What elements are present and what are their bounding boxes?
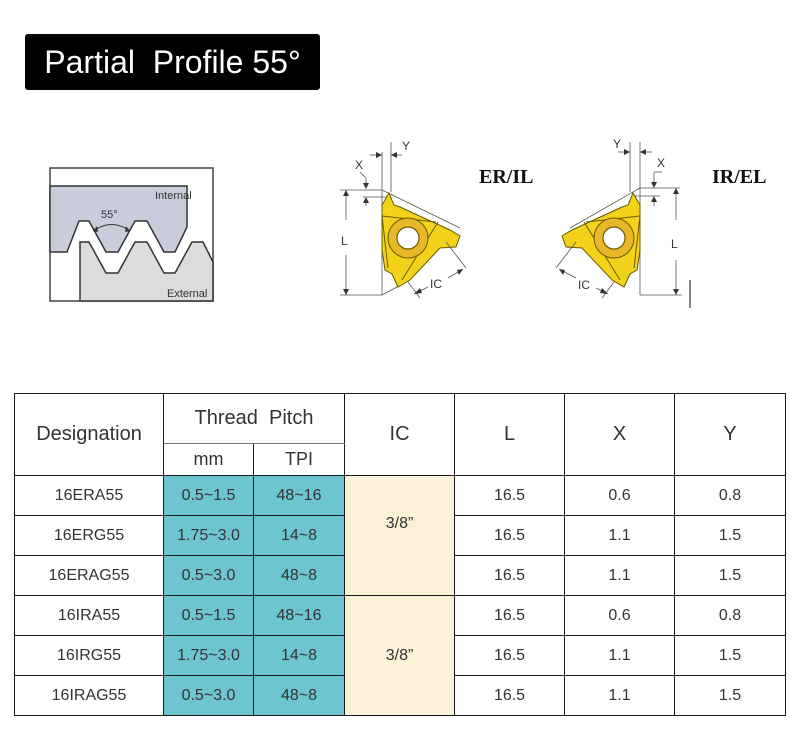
designation-cell: 16IRA55 [14, 595, 164, 636]
designation-cell: 16ERAG55 [14, 555, 164, 596]
x-cell: 1.1 [564, 675, 676, 716]
l-cell: 16.5 [454, 635, 566, 676]
y-cell: 1.5 [674, 635, 787, 676]
l-cell: 16.5 [454, 475, 566, 516]
y-dim-label: Y [613, 137, 621, 151]
y-cell: 1.5 [674, 515, 787, 556]
external-thread-shape [79, 241, 214, 302]
internal-thread-shape [49, 185, 188, 253]
y-cell: 0.8 [674, 595, 787, 636]
mm-cell: 0.5~3.0 [163, 675, 254, 716]
tpi-cell: 14~8 [252, 635, 346, 676]
x-cell: 0.6 [564, 475, 676, 516]
header-thread-pitch: Thread Pitch [162, 393, 346, 444]
y-cell: 1.5 [674, 555, 787, 596]
x-cell: 1.1 [564, 555, 676, 596]
ic-dim-label: IC [578, 278, 590, 292]
x-cell: 1.1 [564, 515, 676, 556]
l-cell: 16.5 [454, 675, 566, 716]
spec-table: Designation Thread Pitch IC L X Y mm TPI… [14, 393, 787, 716]
table-row: 16ERA55 0.5~1.5 48~16 3/8” 16.5 0.6 0.8 [14, 475, 787, 596]
header-x: X [564, 393, 676, 476]
l-cell: 16.5 [454, 595, 566, 636]
er-il-insert-diagram: Y X L IC ER/IL [330, 130, 550, 310]
l-dim-label: L [341, 234, 348, 248]
mm-cell: 0.5~1.5 [163, 475, 254, 516]
header-ic: IC [344, 393, 456, 476]
mm-cell: 0.5~3.0 [163, 555, 254, 596]
header-y: Y [674, 393, 787, 476]
x-dim-label: X [657, 156, 665, 170]
ic-cell: 3/8” [344, 595, 456, 716]
header-tpi: TPI [252, 443, 346, 476]
mm-cell: 1.75~3.0 [163, 635, 254, 676]
thread-profile-diagram: 55° Internal External [40, 160, 230, 320]
external-label: External [167, 288, 207, 300]
designation-cell: 16IRAG55 [14, 675, 164, 716]
header-mm: mm [163, 443, 254, 476]
y-cell: 0.8 [674, 475, 787, 516]
internal-label: Internal [155, 190, 192, 202]
angle-label: 55° [101, 209, 118, 221]
x-cell: 1.1 [564, 635, 676, 676]
table-row: 16IRA55 0.5~1.5 48~16 3/8” 16.5 0.6 0.8 [14, 595, 787, 716]
insert-type-label: ER/IL [479, 166, 533, 188]
ic-value: 3/8” [385, 646, 414, 664]
tpi-cell: 48~8 [252, 675, 346, 716]
l-dim-label: L [671, 237, 678, 251]
header-designation: Designation [14, 393, 164, 476]
ic-dim-label: IC [430, 277, 442, 291]
designation-cell: 16IRG55 [14, 635, 164, 676]
x-dim-label: X [355, 158, 363, 172]
mm-cell: 1.75~3.0 [163, 515, 254, 556]
table-row: 16IRAG55 0.5~3.0 48~8 16.5 1.1 1.5 [14, 675, 787, 716]
ic-cell: 3/8” [344, 475, 456, 596]
tpi-cell: 48~16 [252, 595, 346, 636]
ic-value: 3/8” [385, 514, 414, 532]
y-cell: 1.5 [674, 675, 787, 716]
designation-cell: 16ERG55 [14, 515, 164, 556]
insert-type-label: IR/EL [712, 166, 766, 188]
x-cell: 0.6 [564, 595, 676, 636]
tpi-cell: 48~16 [252, 475, 346, 516]
header-l: L [454, 393, 566, 476]
l-cell: 16.5 [454, 555, 566, 596]
mm-cell: 0.5~1.5 [163, 595, 254, 636]
designation-cell: 16ERA55 [14, 475, 164, 516]
page-title: Partial Profile 55° [25, 34, 320, 90]
ir-el-insert-diagram: Y X L IC IR/EL [540, 130, 790, 310]
tpi-cell: 48~8 [252, 555, 346, 596]
y-dim-label: Y [402, 139, 410, 153]
tpi-cell: 14~8 [252, 515, 346, 556]
l-cell: 16.5 [454, 515, 566, 556]
